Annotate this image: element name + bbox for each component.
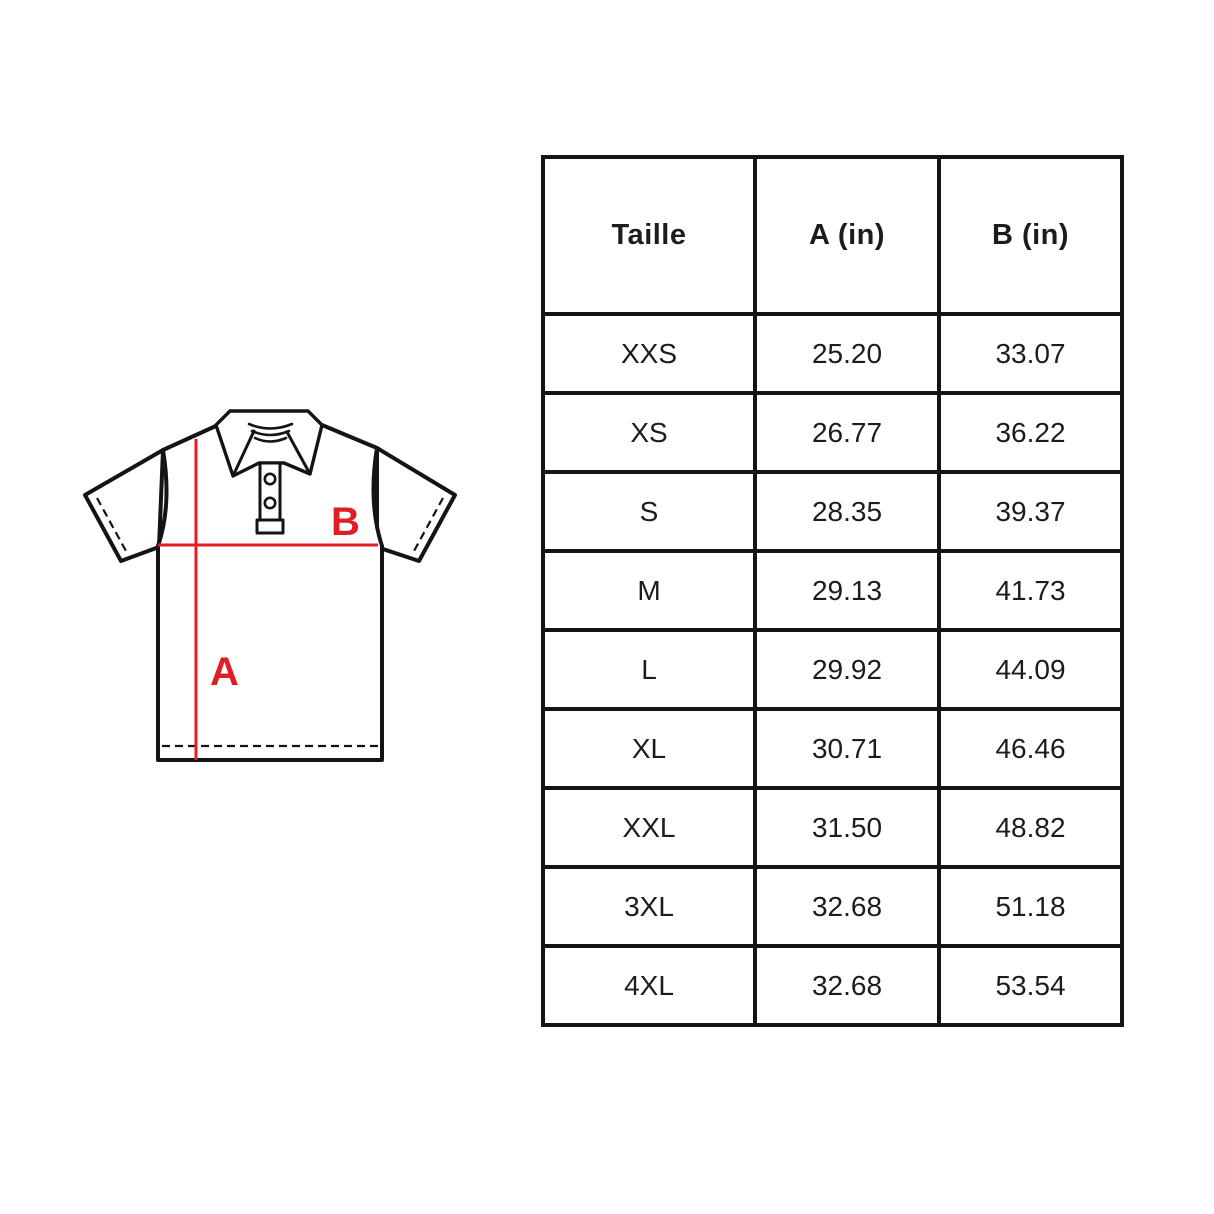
size-cell: M — [541, 549, 757, 632]
b-value-cell: 46.46 — [937, 707, 1124, 790]
a-value-cell: 31.50 — [753, 786, 941, 869]
table-row: L 29.92 44.09 — [541, 628, 1124, 711]
size-cell: L — [541, 628, 757, 711]
placket-band — [258, 461, 282, 522]
a-value-cell: 25.20 — [753, 312, 941, 395]
left-sleeve-stitch-line — [96, 497, 127, 552]
collar — [214, 409, 324, 478]
size-cell: XXS — [541, 312, 757, 395]
collar-outline — [214, 409, 324, 478]
measurement-lines: A B — [158, 439, 378, 760]
table-row: 3XL 32.68 51.18 — [541, 865, 1124, 948]
size-cell: 3XL — [541, 865, 757, 948]
polo-shirt-outline-icon: A B — [83, 409, 457, 762]
neckband-line-3 — [253, 436, 288, 443]
size-cell: 4XL — [541, 944, 757, 1027]
b-value-cell: 53.54 — [937, 944, 1124, 1027]
a-value-cell: 29.92 — [753, 628, 941, 711]
size-table-body: XXS 25.20 33.07 XS 26.77 36.22 S 28.35 39.37 M 29.… — [541, 312, 1124, 1027]
size-table: Taille A (in) B (in) XXS 25.20 33.07 XS 26.7… — [541, 155, 1124, 1027]
b-value-cell: 41.73 — [937, 549, 1124, 632]
polo-shirt-diagram: A B — [70, 383, 490, 803]
size-cell: XS — [541, 391, 757, 474]
size-cell: XXL — [541, 786, 757, 869]
left-lapel-edge — [231, 429, 256, 478]
measure-label-b: B — [331, 500, 360, 544]
table-row: XXL 31.50 48.82 — [541, 786, 1124, 869]
table-row: 4XL 32.68 53.54 — [541, 944, 1124, 1027]
right-sleeve-stitch-line — [413, 497, 444, 552]
shirt-body — [156, 423, 384, 762]
a-value-cell: 26.77 — [753, 391, 941, 474]
neckband-line-1 — [247, 422, 294, 430]
table-row: XL 30.71 46.46 — [541, 707, 1124, 790]
size-cell: S — [541, 470, 757, 553]
b-value-cell: 39.37 — [937, 470, 1124, 553]
column-header-b: B (in) — [937, 155, 1124, 316]
b-value-cell: 48.82 — [937, 786, 1124, 869]
sleeves — [83, 446, 457, 563]
measure-label-a: A — [210, 650, 239, 694]
a-value-cell: 32.68 — [753, 865, 941, 948]
placket — [255, 461, 285, 535]
column-header-taille: Taille — [541, 155, 757, 316]
a-value-cell: 29.13 — [753, 549, 941, 632]
table-row: XXS 25.20 33.07 — [541, 312, 1124, 395]
header-row: Taille A (in) B (in) — [541, 155, 1124, 316]
left-sleeve — [83, 448, 165, 563]
b-value-cell: 51.18 — [937, 865, 1124, 948]
placket-bottom-box — [255, 518, 285, 535]
right-sleeve — [375, 446, 457, 563]
a-value-cell: 32.68 — [753, 944, 941, 1027]
a-value-cell: 30.71 — [753, 707, 941, 790]
size-cell: XL — [541, 707, 757, 790]
button-top — [263, 472, 277, 486]
table-row: M 29.13 41.73 — [541, 549, 1124, 632]
column-header-a: A (in) — [753, 155, 941, 316]
table-row: S 28.35 39.37 — [541, 470, 1124, 553]
b-value-cell: 44.09 — [937, 628, 1124, 711]
table-row: XS 26.77 36.22 — [541, 391, 1124, 474]
b-value-cell: 33.07 — [937, 312, 1124, 395]
right-lapel-edge — [285, 430, 312, 476]
b-value-cell: 36.22 — [937, 391, 1124, 474]
a-value-cell: 28.35 — [753, 470, 941, 553]
size-table-header: Taille A (in) B (in) — [541, 155, 1124, 316]
button-bottom — [263, 496, 277, 510]
